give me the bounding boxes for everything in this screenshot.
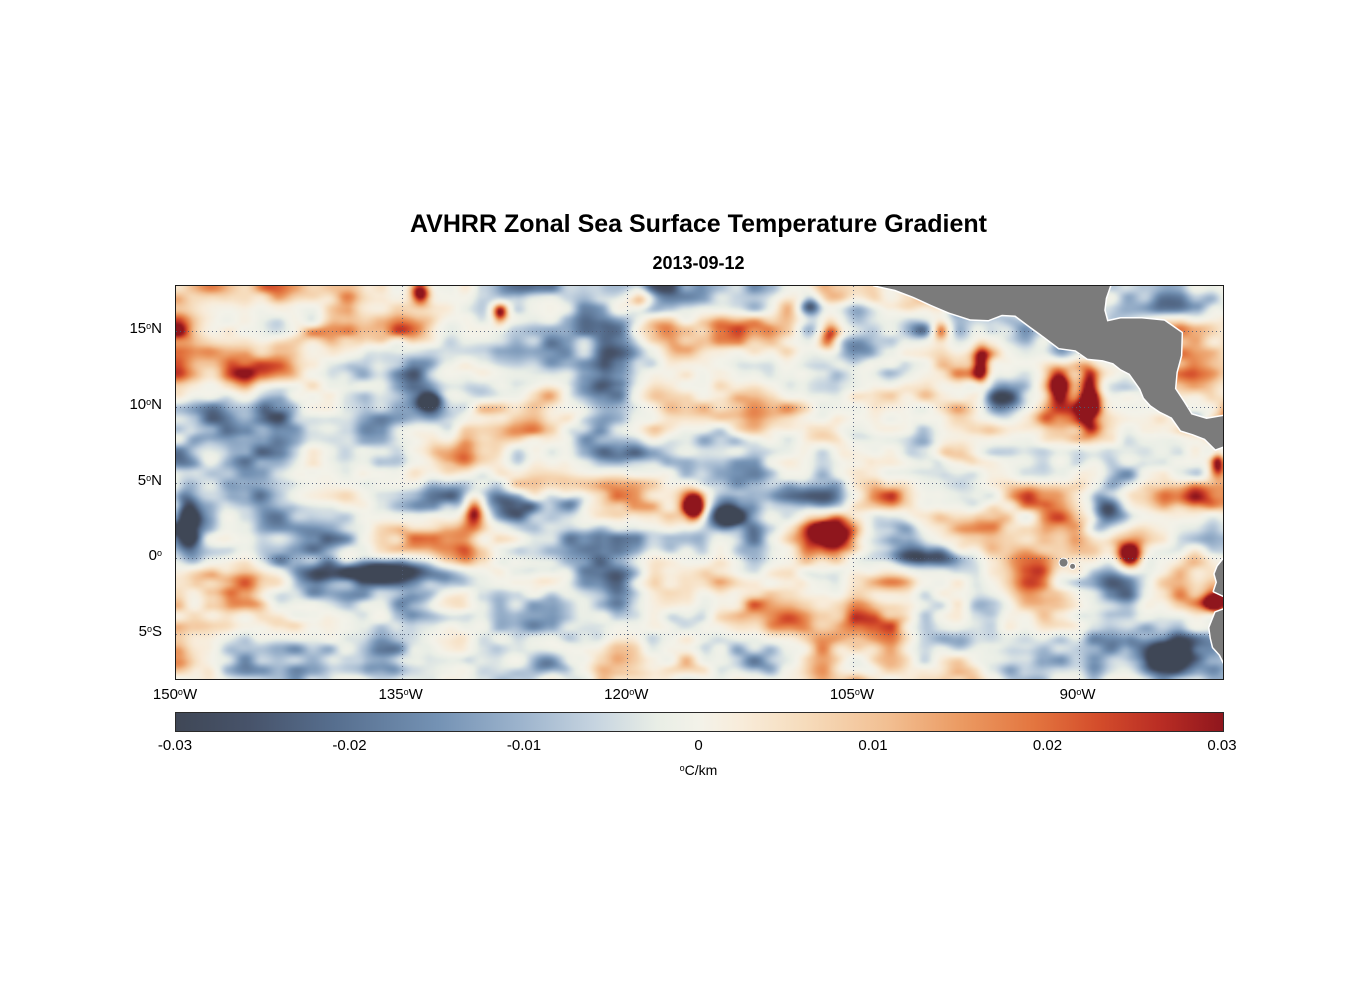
y-tick-label: 10oN — [129, 395, 162, 413]
colorbar-tick-label: 0.01 — [858, 737, 888, 754]
land-mass — [1208, 608, 1223, 664]
colorbar — [175, 712, 1224, 732]
colorbar-tick-label: -0.02 — [332, 737, 367, 754]
degree-symbol: o — [679, 763, 685, 773]
degree-symbol: o — [146, 321, 152, 332]
x-tick-label: 90oW — [1059, 686, 1096, 703]
x-tick-label: 105oW — [829, 686, 875, 703]
colorbar-tick-label: -0.01 — [506, 737, 542, 754]
colorbar-tick-label: 0.02 — [1032, 737, 1063, 754]
colorbar-tick-label: -0.03 — [157, 737, 193, 754]
colorbar-unit-label: oC/km — [175, 762, 1222, 778]
chart-subtitle: 2013-09-12 — [652, 253, 745, 273]
y-tick-label: 5oN — [137, 471, 162, 489]
degree-symbol: o — [1076, 687, 1082, 697]
colorbar-unit-text: C/km — [684, 762, 718, 778]
degree-symbol: o — [146, 623, 152, 634]
y-tick-label: 5oS — [138, 622, 162, 640]
y-tick-label: 0o — [148, 547, 162, 565]
island — [1058, 557, 1069, 568]
degree-symbol: o — [854, 687, 860, 697]
map-overlay — [176, 286, 1223, 679]
degree-symbol: o — [177, 687, 183, 697]
chart-title: AVHRR Zonal Sea Surface Temperature Grad… — [409, 210, 987, 238]
island — [1069, 562, 1077, 570]
colorbar-tick-label: 0 — [694, 737, 703, 754]
land-mass — [872, 286, 1223, 451]
degree-symbol: o — [629, 687, 635, 697]
sst-gradient-field — [176, 286, 1223, 679]
x-tick-label: 120oW — [604, 686, 649, 703]
degree-symbol: o — [156, 548, 162, 559]
land-mass — [1212, 557, 1223, 598]
degree-symbol: o — [146, 472, 152, 483]
x-tick-label: 150oW — [152, 686, 198, 703]
degree-symbol: o — [146, 396, 152, 407]
y-tick-label: 15oN — [129, 320, 162, 338]
y-axis-ticks: 15oN 10oN 5oN 0o 5oS — [0, 285, 168, 678]
x-axis-ticks: 150oW 135oW 120oW 105oW 90oW — [153, 686, 1222, 710]
map-plot — [175, 285, 1224, 680]
colorbar-ticks: -0.03 -0.02 -0.01 0 0.01 0.02 0.03 — [158, 737, 1237, 757]
degree-symbol: o — [403, 687, 409, 697]
x-tick-label: 135oW — [378, 686, 423, 703]
colorbar-tick-label: 0.03 — [1207, 737, 1237, 754]
